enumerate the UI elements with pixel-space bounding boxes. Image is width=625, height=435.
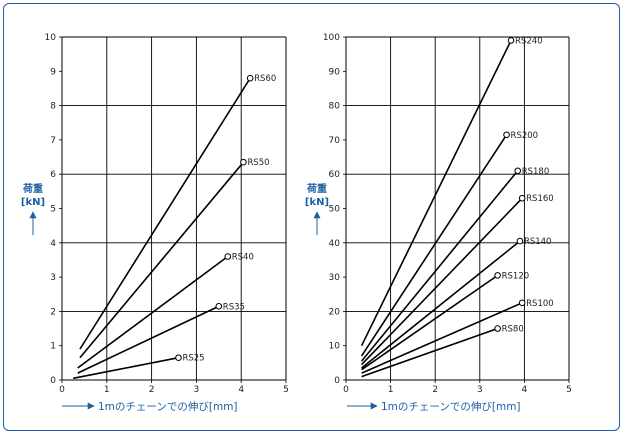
chart-right-ytick-label: 90 — [329, 67, 341, 77]
chart-left-ylabel-line2: [kN] — [21, 197, 45, 208]
chart-left-ylabel-line1: 荷重 — [22, 182, 43, 195]
series-line-rs120 — [361, 274, 499, 371]
series-label-rs240: RS240 — [515, 36, 543, 46]
chart-left-ytick-label: 1 — [50, 342, 56, 352]
chart-right-ytick-label: 80 — [329, 102, 341, 112]
chart-right-ytick-label: 50 — [329, 205, 341, 215]
chart-left-xtick-label: 2 — [149, 385, 155, 395]
series-endpoint-rs160 — [518, 194, 526, 202]
series-line-rs140 — [361, 240, 521, 369]
chart-left-xtick-label: 0 — [59, 385, 65, 395]
chart-right-lines: RS240 RS200 RS180 RS160 RS140 RS120 RS100 RS80 — [360, 36, 554, 378]
chart-right-ytick-label: 100 — [323, 33, 340, 43]
chart-right-xtick-label: 3 — [477, 385, 483, 395]
chart-left-xtick-label: 3 — [194, 385, 200, 395]
chart-left-ytick-label: 5 — [50, 205, 56, 215]
chart-left-ytick-label: 4 — [50, 239, 56, 249]
chart-left-ytick-label: 9 — [50, 67, 56, 77]
series-line-rs80 — [361, 327, 498, 378]
series-endpoint-rs25 — [175, 354, 182, 362]
series-label-rs140: RS140 — [524, 237, 552, 247]
chart-right-xtick-label: 2 — [432, 385, 438, 395]
series-label-rs50: RS50 — [247, 158, 269, 168]
series-endpoint-rs40 — [224, 253, 232, 260]
series-line-rs35 — [77, 305, 220, 374]
series-endpoint-rs120 — [494, 272, 501, 279]
series-line-rs160 — [361, 197, 523, 366]
chart-right: RS240RS200RS180RS160RS140RS120RS100RS80 … — [305, 33, 572, 413]
chart-right-xtick-label: 5 — [566, 385, 572, 395]
series-label-rs25: RS25 — [182, 354, 204, 364]
series-label-rs160: RS160 — [526, 194, 554, 204]
series-label-rs40: RS40 — [232, 253, 254, 263]
series-endpoint-rs80 — [494, 325, 501, 332]
series-label-rs60: RS60 — [254, 74, 276, 84]
chart-left-xlabel: 1mのチェーンでの伸び[mm] — [98, 401, 238, 413]
series-line-rs50 — [79, 161, 245, 359]
series-label-rs180: RS180 — [522, 167, 550, 177]
chart-left-xtick-label: 1 — [104, 385, 110, 395]
chart-right-xtick-label: 1 — [388, 385, 394, 395]
series-line-rs240 — [360, 40, 512, 347]
chart-right-xlabel: 1mのチェーンでの伸び[mm] — [381, 401, 521, 413]
chart-left-xtick-label: 5 — [283, 385, 289, 395]
series-endpoint-rs35 — [215, 302, 223, 310]
series-endpoint-rs100 — [518, 299, 526, 307]
chart-left-ticks: 0 1 2 3 4 5 0 1 2 3 4 5 6 7 8 9 10 — [45, 33, 289, 395]
chart-right-ylabel-line2: [kN] — [305, 197, 329, 208]
chart-left-ytick-label: 2 — [50, 307, 56, 317]
series-line-rs100 — [361, 302, 523, 374]
chart-right-ytick-label: 40 — [329, 239, 341, 249]
series-endpoint-rs60 — [246, 74, 254, 82]
chart-left-xtick-label: 4 — [238, 385, 244, 395]
series-endpoint-rs200 — [503, 131, 510, 139]
series-label-rs100: RS100 — [526, 299, 554, 309]
chart-right-ytick-label: 20 — [329, 307, 341, 317]
chart-left-ytick-label: 10 — [45, 33, 57, 43]
chart-left-ytick-label: 3 — [50, 273, 56, 283]
series-line-rs200 — [360, 134, 508, 357]
chart-left-grid — [59, 36, 287, 383]
chart-right-grid — [343, 36, 570, 383]
series-endpoint-rs180 — [514, 167, 522, 175]
chart-right-ytick-label: 70 — [329, 136, 341, 146]
chart-right-ytick-label: 60 — [329, 170, 341, 180]
chart-left-ytick-label: 0 — [50, 376, 56, 386]
chart-right-xtick-label: 4 — [522, 385, 528, 395]
chart-right-ytick-label: 30 — [329, 273, 341, 283]
chart-right-ytick-label: 10 — [329, 342, 341, 352]
chart-right-xtick-label: 0 — [343, 385, 349, 395]
chart-left-lines: RS60 RS50 RS40 RS35 RS25 — [73, 74, 276, 380]
series-line-rs60 — [79, 77, 251, 350]
chart-right-ylabel-line1: 荷重 — [306, 182, 327, 195]
series-endpoint-rs240 — [507, 37, 515, 44]
series-label-rs35: RS35 — [223, 302, 245, 312]
series-endpoint-rs140 — [516, 237, 524, 245]
series-endpoint-rs50 — [240, 158, 247, 166]
series-line-rs180 — [360, 170, 519, 362]
series-line-rs25 — [73, 356, 179, 380]
series-label-rs120: RS120 — [502, 271, 530, 281]
chart-left-ytick-label: 7 — [50, 136, 56, 146]
chart-left-ytick-label: 6 — [50, 170, 56, 180]
series-label-rs80: RS80 — [502, 325, 524, 335]
chart-left-ytick-label: 8 — [50, 102, 56, 112]
chart-right-ytick-label: 0 — [334, 376, 340, 386]
series-label-rs200: RS200 — [511, 131, 539, 141]
series-line-rs40 — [77, 255, 229, 369]
